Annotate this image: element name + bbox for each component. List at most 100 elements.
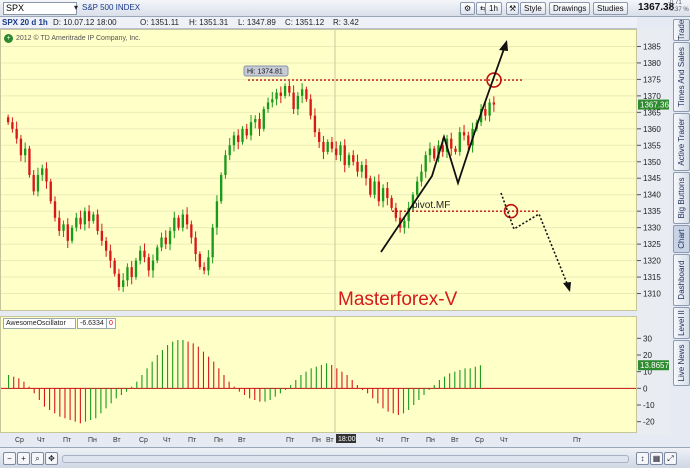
candle-body — [134, 260, 138, 278]
chart-symbol-tag: SPX 20 d 1h — [2, 18, 48, 27]
candle-body — [75, 217, 78, 228]
candle-body — [11, 122, 14, 129]
candle-body — [266, 102, 270, 110]
price-tick-label: 1310 — [643, 290, 661, 299]
tab-level-ii[interactable]: Level II — [673, 307, 690, 339]
candle-body — [271, 99, 274, 103]
horizontal-scrollbar[interactable] — [62, 455, 629, 463]
expand-icon[interactable]: ⤢ — [664, 452, 677, 465]
candle-body — [488, 102, 491, 116]
candle-body — [53, 201, 57, 218]
plus-icon[interactable]: + — [4, 34, 13, 43]
symbol-dropdown-icon[interactable]: ▾ — [74, 3, 79, 12]
grid-icon[interactable]: ▦ — [650, 452, 663, 465]
candle-body — [407, 207, 410, 222]
candle-body — [122, 280, 125, 287]
candle-body — [335, 148, 338, 156]
tab-label: Times And Sales — [677, 47, 686, 107]
timeframe-button[interactable]: 1h — [485, 2, 502, 15]
x-tick-label: Вт — [451, 437, 459, 444]
tab-trade[interactable]: Trade — [673, 19, 690, 41]
x-tick-label: Вт — [238, 437, 246, 444]
candle-body — [318, 132, 321, 142]
candle-body — [185, 214, 189, 225]
studies-button[interactable]: Studies — [593, 2, 628, 15]
candle-body — [113, 260, 116, 274]
watermark-text: Masterforex-V — [338, 289, 458, 310]
candle-body — [424, 155, 427, 172]
info-strip: SPX 20 d 1h D: 10.07.12 18:00 O: 1351.11… — [0, 17, 637, 29]
candle-body — [232, 135, 236, 146]
candle-body — [347, 155, 351, 166]
candle-body — [194, 237, 197, 254]
drag-icon[interactable]: ↕ — [636, 452, 649, 465]
style-button[interactable]: Style — [520, 2, 546, 15]
candle-body — [220, 174, 223, 202]
candle-body — [288, 86, 291, 93]
candle-body — [352, 155, 355, 162]
candle-body — [433, 148, 436, 159]
tab-chart[interactable]: Chart — [673, 225, 690, 253]
candle-body — [364, 165, 368, 179]
candle-body — [143, 250, 146, 258]
price-pane[interactable] — [0, 29, 637, 311]
price-tick-label: 1375 — [643, 75, 661, 84]
price-tick-label: 1385 — [643, 42, 661, 51]
pan-icon[interactable]: ✥ — [45, 452, 58, 465]
x-tick-label: Вт — [326, 437, 334, 444]
candle-body — [70, 227, 74, 241]
candle-body — [377, 181, 380, 202]
oscillator-title[interactable]: AwesomeOscillator — [3, 318, 76, 329]
x-tick-label: Пт — [401, 437, 410, 444]
last-price-label: 1367.36 — [640, 101, 669, 110]
candle-body — [147, 257, 150, 271]
x-tick-label: Чт — [163, 437, 172, 444]
oscillator-pane[interactable] — [0, 316, 637, 433]
tab-active-trader[interactable]: Active Trader — [673, 113, 690, 171]
candle-body — [258, 118, 261, 129]
candle-body — [164, 237, 167, 245]
tab-live-news[interactable]: Live News — [673, 340, 690, 386]
tab-dashboard[interactable]: Dashboard — [673, 254, 690, 306]
price-tick-label: 1360 — [643, 125, 661, 134]
bottom-toolbar: − + ⌕ ✥ ↕ ▦ ⤢ — [0, 447, 690, 468]
candle-body — [117, 273, 121, 287]
candle-body — [394, 207, 398, 218]
candle-body — [390, 198, 393, 208]
candle-body — [326, 142, 329, 152]
candle-body — [202, 267, 206, 271]
x-tick-label: Пн — [214, 437, 223, 444]
price-tick-label: 1350 — [643, 158, 661, 167]
price-tick-label: 1365 — [643, 108, 661, 117]
trend-arrow-head — [499, 40, 508, 51]
tab-times-and-sales[interactable]: Times And Sales — [673, 42, 690, 112]
candle-body — [168, 230, 172, 245]
candle-body — [83, 211, 86, 225]
wrench-icon[interactable]: ⚒ — [506, 2, 520, 15]
net-change: -0.71 — [668, 0, 682, 6]
candle-body — [275, 92, 278, 100]
magnifier-icon[interactable]: ⌕ — [31, 452, 44, 465]
candle-body — [100, 230, 104, 241]
candle-body — [454, 148, 457, 152]
drawings-button[interactable]: Drawings — [549, 2, 591, 15]
candle-body — [420, 171, 423, 182]
price-tick-label: 1320 — [643, 257, 661, 266]
symbol-name: S&P 500 INDEX — [82, 3, 141, 12]
bar-date: D: 10.07.12 18:00 — [53, 18, 117, 27]
candle-body — [49, 181, 52, 202]
zoom-out-icon[interactable]: − — [3, 452, 16, 465]
candle-body — [241, 128, 244, 142]
x-tick-label: Ср — [15, 437, 24, 444]
tab-big-buttons[interactable]: Big Buttons — [673, 172, 690, 224]
price-tick-label: 1335 — [643, 207, 661, 216]
candle-body — [198, 254, 202, 268]
osc-tick-label: 0 — [643, 384, 648, 393]
symbol-input[interactable]: SPX — [3, 2, 77, 15]
high-label-box — [243, 65, 289, 77]
price-tick-label: 1345 — [643, 174, 661, 183]
x-tick-label: Пт — [573, 437, 582, 444]
zoom-in-icon[interactable]: + — [17, 452, 30, 465]
candle-body — [437, 145, 440, 159]
settings-icon[interactable]: ⚙ — [460, 2, 476, 15]
